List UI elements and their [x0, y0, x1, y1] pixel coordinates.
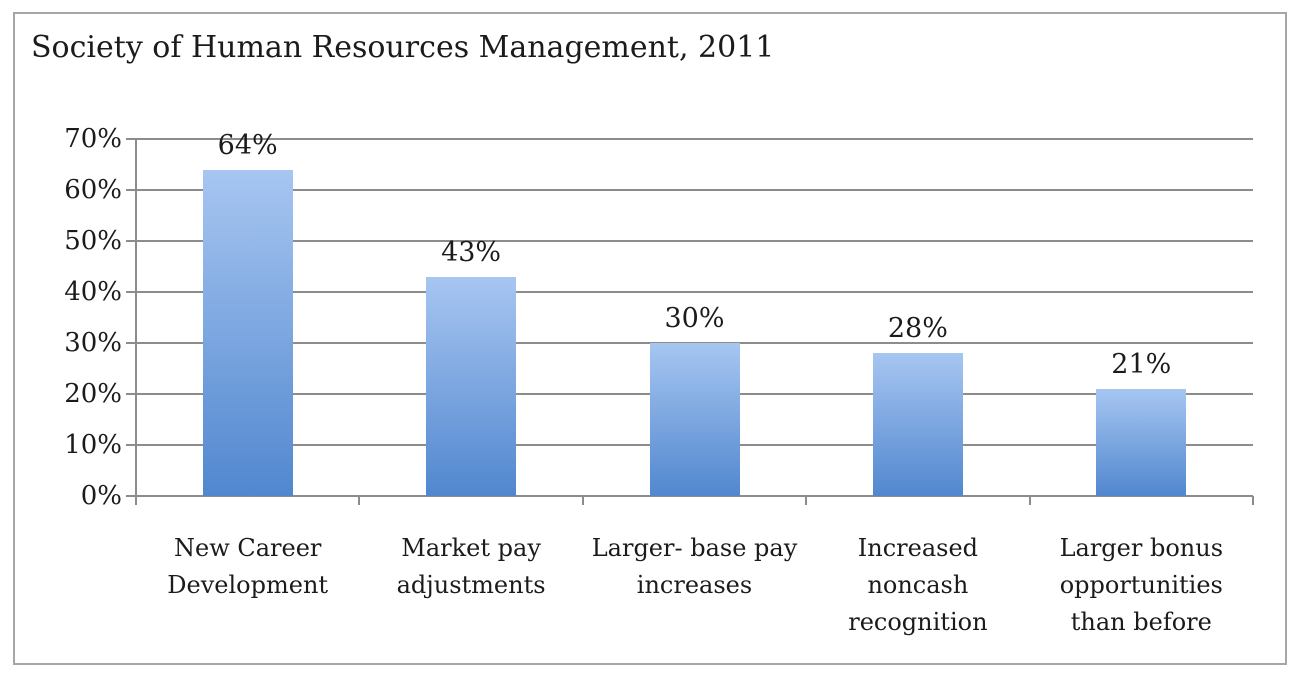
category-label-line: recognition	[848, 608, 988, 636]
y-axis-tick	[126, 444, 136, 446]
y-tick-label: 40%	[64, 277, 122, 307]
y-tick-label: 20%	[64, 379, 122, 409]
category-label-line: Larger bonus	[1059, 534, 1224, 562]
y-tick-label: 60%	[64, 175, 122, 205]
category-label-line: Development	[167, 571, 329, 599]
category-label: Larger- base pay increases	[585, 530, 805, 604]
x-axis-tick	[1028, 496, 1031, 505]
bar-value-label: 30%	[664, 303, 725, 334]
bar-value-label: 64%	[217, 129, 278, 161]
category-label-line: Larger- base pay	[591, 534, 798, 562]
category-label: Larger bonus opportunities than before	[1031, 530, 1251, 641]
chart-title: Society of Human Resources Management, 2…	[31, 30, 775, 65]
gridline	[136, 240, 1253, 242]
x-axis-tick	[135, 496, 137, 505]
bar	[872, 353, 963, 496]
category-label-line: opportunities	[1059, 571, 1223, 599]
y-axis-line	[135, 138, 137, 505]
x-axis-tick	[358, 496, 361, 505]
category-label-line: Increased	[857, 534, 979, 562]
category-label: New Career Development	[138, 530, 358, 604]
y-axis-tick	[126, 240, 136, 242]
y-tick-label: 10%	[64, 430, 122, 460]
x-axis-line	[136, 495, 1253, 497]
x-axis-tick	[1252, 496, 1254, 505]
y-tick-label: 70%	[64, 124, 122, 154]
y-tick-label: 30%	[64, 328, 122, 358]
x-axis-tick	[805, 496, 808, 505]
category-label: Increased noncash recognition	[808, 530, 1028, 641]
bar-value-label: 43%	[441, 236, 502, 268]
category-label-line: noncash	[867, 571, 969, 599]
bar-value-label: 21%	[1111, 348, 1172, 380]
y-axis-tick	[126, 495, 136, 497]
y-axis-tick	[126, 342, 136, 344]
bar	[426, 276, 517, 496]
y-tick-label: 50%	[64, 226, 122, 256]
category-label-line: Market pay	[401, 534, 541, 562]
y-axis-tick	[126, 138, 136, 140]
y-axis-tick	[126, 393, 136, 395]
bar	[649, 343, 740, 496]
category-label-line: than before	[1070, 608, 1212, 636]
gridline	[136, 291, 1253, 293]
bar	[202, 169, 293, 496]
y-tick-label: 0%	[80, 481, 122, 511]
category-label-line: adjustments	[396, 571, 546, 599]
gridline	[136, 189, 1253, 191]
x-axis-tick	[581, 496, 584, 505]
category-label: Market pay adjustments	[361, 530, 581, 604]
y-axis-tick	[126, 291, 136, 293]
category-label-line: New Career	[173, 534, 322, 562]
category-label-line: increases	[636, 571, 753, 599]
y-axis-tick	[126, 189, 136, 191]
gridline	[136, 138, 1253, 140]
bar-value-label: 28%	[887, 313, 948, 345]
bar	[1096, 388, 1187, 496]
